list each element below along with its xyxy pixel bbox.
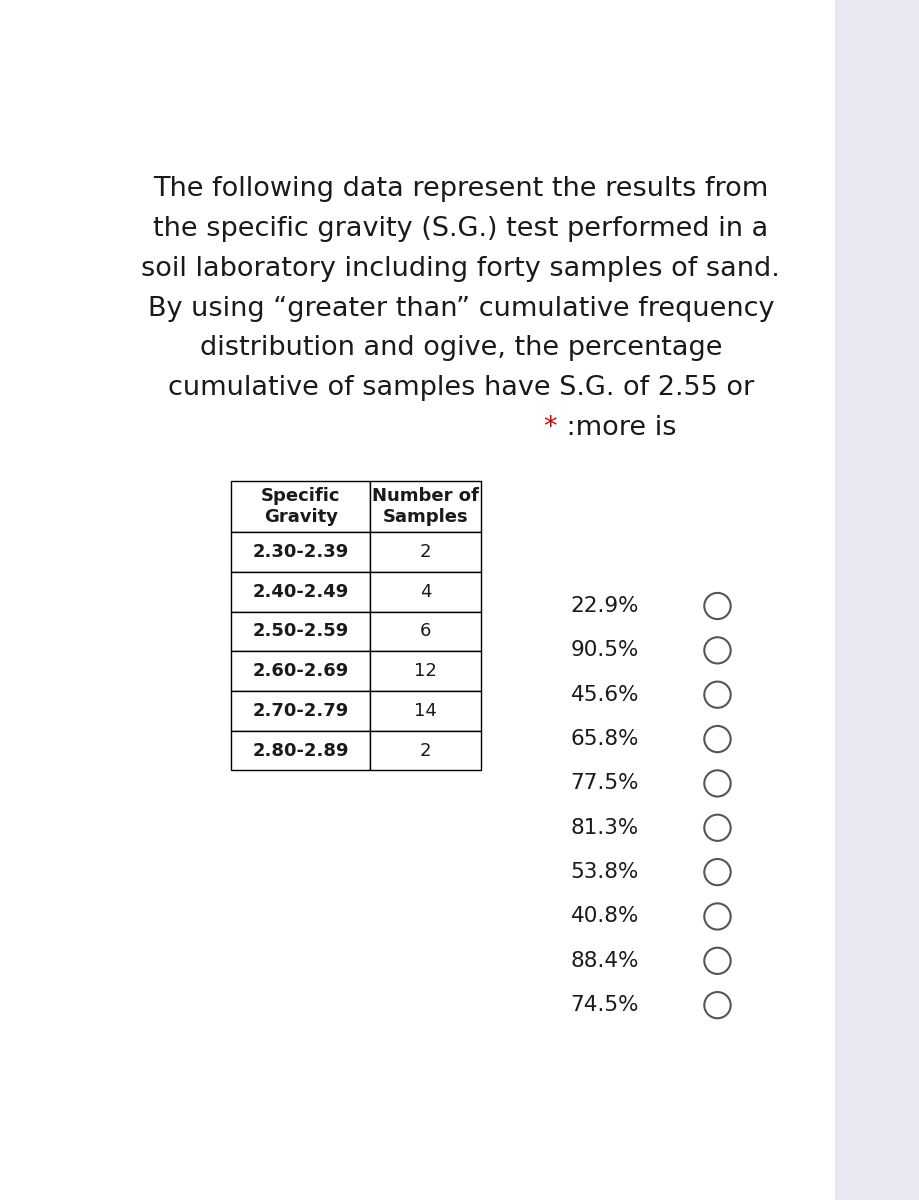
Text: 6: 6 xyxy=(419,623,431,641)
Text: *: * xyxy=(542,415,556,440)
Bar xyxy=(231,572,369,612)
Text: 53.8%: 53.8% xyxy=(570,862,639,882)
Ellipse shape xyxy=(704,770,730,797)
Text: 2.80-2.89: 2.80-2.89 xyxy=(252,742,348,760)
Bar xyxy=(369,731,481,770)
Text: 90.5%: 90.5% xyxy=(570,641,639,660)
Text: cumulative of samples have S.G. of 2.55 or: cumulative of samples have S.G. of 2.55 … xyxy=(167,374,753,401)
Text: :more is: :more is xyxy=(558,415,676,440)
Bar xyxy=(369,572,481,612)
Ellipse shape xyxy=(704,726,730,752)
Text: 2: 2 xyxy=(419,742,431,760)
Bar xyxy=(369,532,481,572)
Bar xyxy=(231,652,369,691)
Text: The following data represent the results from: The following data represent the results… xyxy=(153,176,767,203)
Text: 65.8%: 65.8% xyxy=(570,730,639,749)
Text: soil laboratory including forty samples of sand.: soil laboratory including forty samples … xyxy=(142,256,779,282)
Text: 88.4%: 88.4% xyxy=(570,950,639,971)
Text: Specific
Gravity: Specific Gravity xyxy=(261,487,340,526)
Ellipse shape xyxy=(704,637,730,664)
Text: 2.30-2.39: 2.30-2.39 xyxy=(253,542,348,560)
Ellipse shape xyxy=(704,948,730,974)
Text: 14: 14 xyxy=(414,702,437,720)
Bar xyxy=(369,481,481,532)
Text: 45.6%: 45.6% xyxy=(570,685,639,704)
Text: 2: 2 xyxy=(419,542,431,560)
Bar xyxy=(231,691,369,731)
Text: 74.5%: 74.5% xyxy=(570,995,639,1015)
Bar xyxy=(369,652,481,691)
Bar xyxy=(369,691,481,731)
Text: 4: 4 xyxy=(419,583,431,601)
Text: 22.9%: 22.9% xyxy=(570,596,639,616)
Text: 2.40-2.49: 2.40-2.49 xyxy=(253,583,348,601)
Text: 77.5%: 77.5% xyxy=(570,774,639,793)
Bar xyxy=(231,481,369,532)
Bar xyxy=(231,731,369,770)
Text: the specific gravity (S.G.) test performed in a: the specific gravity (S.G.) test perform… xyxy=(153,216,767,242)
Text: distribution and ogive, the percentage: distribution and ogive, the percentage xyxy=(199,335,721,361)
Text: 81.3%: 81.3% xyxy=(570,817,639,838)
Bar xyxy=(369,612,481,652)
Ellipse shape xyxy=(704,682,730,708)
Text: 2.50-2.59: 2.50-2.59 xyxy=(253,623,348,641)
Text: 2.70-2.79: 2.70-2.79 xyxy=(253,702,348,720)
Ellipse shape xyxy=(704,992,730,1019)
Ellipse shape xyxy=(704,593,730,619)
Text: 12: 12 xyxy=(414,662,437,680)
Text: 2.60-2.69: 2.60-2.69 xyxy=(253,662,348,680)
Bar xyxy=(231,612,369,652)
Bar xyxy=(231,532,369,572)
Text: 40.8%: 40.8% xyxy=(570,906,639,926)
Text: Number of
Samples: Number of Samples xyxy=(371,487,479,526)
Text: By using “greater than” cumulative frequency: By using “greater than” cumulative frequ… xyxy=(147,295,773,322)
Ellipse shape xyxy=(704,859,730,886)
Ellipse shape xyxy=(704,904,730,930)
Ellipse shape xyxy=(704,815,730,841)
